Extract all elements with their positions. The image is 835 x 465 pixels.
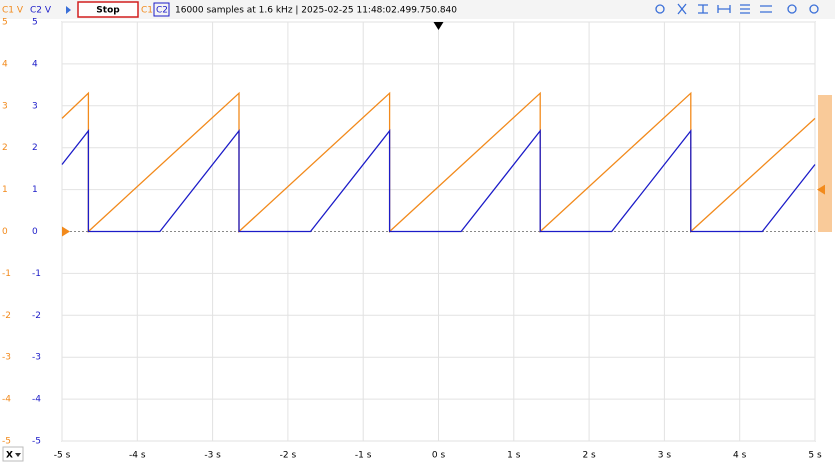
y2-tick-label: -5 [32,437,41,447]
dropdown-arrow[interactable] [15,453,21,457]
y2-tick-label: -1 [32,269,41,279]
x-tick-label: 0 s [432,451,446,461]
collapse-arrow[interactable] [66,6,71,14]
y2-tick-label: 3 [32,101,38,111]
zoom-icon[interactable] [655,4,665,14]
y-tick-label: 5 [2,18,8,28]
y2-tick-label: 0 [32,227,38,237]
x-tick-label: 4 s [733,451,747,461]
y-tick-label: -2 [2,311,11,321]
y2-tick-label: 5 [32,18,38,28]
toolbar-icons [655,3,819,15]
c2-axis-label: C2 V [30,6,52,16]
trigger-level-marker [817,184,825,195]
y2-tick-label: 4 [32,59,38,69]
y2-tick-label: -3 [32,353,41,363]
toolbar [0,0,835,19]
fit-icon[interactable] [677,3,687,15]
y-tick-label: 0 [2,227,8,237]
y-tick-label: -5 [2,437,11,447]
y-tick-label: 2 [2,143,8,153]
x-selector-label[interactable]: X [6,451,13,461]
c2-toggle[interactable]: C2 [156,6,168,16]
y-tick-label: -3 [2,353,11,363]
x-tick-label: 1 s [507,451,521,461]
y-tick-label: -4 [2,395,11,405]
c1-offset-marker [62,226,70,237]
y2-tick-label: 1 [32,185,38,195]
c2-toggle-box[interactable] [153,2,170,17]
x-tick-label: -1 s [355,451,372,461]
x-tick-label: -2 s [280,451,297,461]
stop-button-label[interactable]: Stop [96,6,120,16]
x-selector[interactable] [2,446,24,462]
c1-histogram [818,95,832,232]
hfit-icon[interactable] [717,5,731,13]
trigger-marker [433,22,444,30]
zoom-out-icon[interactable] [787,4,797,14]
x-tick-label: -4 s [129,451,146,461]
y2-tick-label: -2 [32,311,41,321]
x-tick-label: -3 s [204,451,221,461]
c1-axis-label: C1 V [2,6,24,16]
y2-tick-label: 2 [32,143,38,153]
settings-icon[interactable] [809,4,819,14]
y-tick-label: 1 [2,185,8,195]
status-text: 16000 samples at 1.6 kHz | 2025-02-25 11… [175,6,457,16]
vfit-icon[interactable] [698,4,708,14]
auto-icon[interactable] [740,4,750,14]
x-tick-label: 3 s [658,451,672,461]
scale-icon[interactable] [760,5,772,13]
x-tick-label: -5 s [54,451,71,461]
x-tick-label: 2 s [582,451,596,461]
y-tick-label: 4 [2,59,8,69]
trace [61,129,816,233]
y-tick-label: -1 [2,269,11,279]
y-tick-label: 3 [2,101,8,111]
x-tick-label: 5 s [808,451,822,461]
y2-tick-label: -4 [32,395,41,405]
stop-button[interactable] [77,1,139,18]
c1-toggle[interactable]: C1 [141,6,153,16]
